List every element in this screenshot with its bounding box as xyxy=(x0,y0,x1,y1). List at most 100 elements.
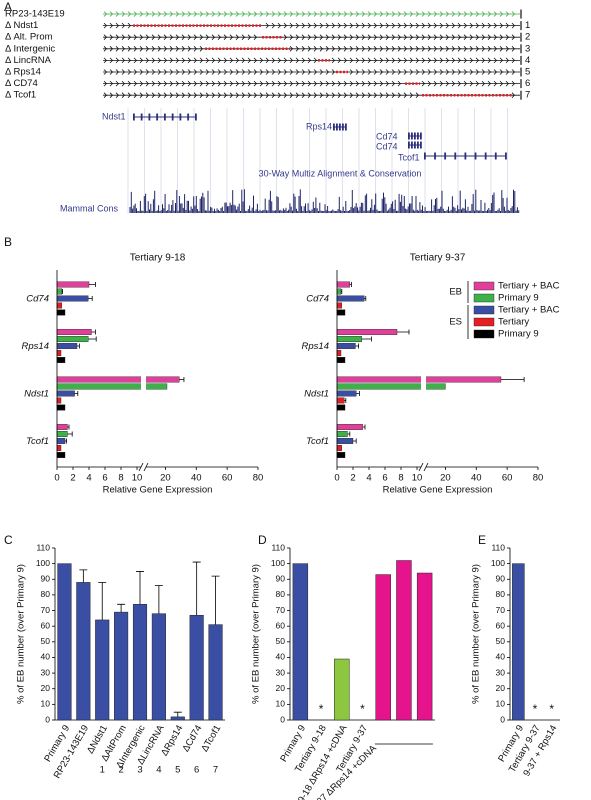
legend-swatch xyxy=(473,329,495,339)
y-tick-label: 100 xyxy=(271,558,285,568)
construct-arrows xyxy=(103,46,516,52)
y-tick-label: 110 xyxy=(36,542,50,552)
category-label: Tcof1 xyxy=(306,436,329,447)
bar xyxy=(396,560,412,721)
y-tick-label: 60 xyxy=(496,620,506,630)
y-tick-label: 110 xyxy=(491,542,505,552)
panel-label: C xyxy=(4,533,13,547)
x-tick-label: 4 xyxy=(366,473,371,484)
construct-label: RP23-143E19 xyxy=(5,9,65,20)
exon xyxy=(345,123,347,131)
x-tick-label: 40 xyxy=(471,473,482,484)
x-tick-label: 8 xyxy=(118,473,123,484)
exon xyxy=(179,113,182,121)
y-tick-label: 60 xyxy=(41,620,51,630)
error-bar xyxy=(347,431,351,437)
bar xyxy=(334,658,350,721)
exon xyxy=(474,152,477,160)
exon xyxy=(494,152,497,160)
bar xyxy=(336,376,502,383)
error-bar xyxy=(192,561,201,616)
y-tick-label: 70 xyxy=(41,605,51,615)
exon xyxy=(414,141,416,149)
x-tick-label: 20 xyxy=(440,473,451,484)
gene-label: Ndst1 xyxy=(102,111,126,121)
x-tick-label: 0 xyxy=(334,473,339,484)
bar xyxy=(208,624,223,721)
exon xyxy=(434,152,436,160)
construct-arrows xyxy=(103,11,516,17)
y-tick-label: 40 xyxy=(496,652,506,662)
error-bar xyxy=(356,391,360,396)
error-bar xyxy=(117,603,126,613)
bar xyxy=(56,438,66,444)
bar xyxy=(336,404,346,411)
error-bar xyxy=(344,398,347,403)
bar xyxy=(56,295,89,302)
category-number: 3 xyxy=(137,765,142,776)
track-title: 30-Way Multiz Alignment & Conservation xyxy=(259,168,422,178)
legend-label: Tertiary + BAC xyxy=(498,281,560,292)
exon xyxy=(408,141,410,149)
x-tick-label: 4 xyxy=(86,473,91,484)
y-tick-label: 0 xyxy=(500,714,505,724)
x-axis-label: Relative Gene Expression xyxy=(103,485,213,496)
value-label: * xyxy=(319,702,324,716)
bar xyxy=(56,383,168,390)
exon xyxy=(505,152,507,160)
y-tick-label: 90 xyxy=(276,574,286,584)
category-number: 6 xyxy=(194,765,199,776)
chart-title: Tertiary 9-37 xyxy=(410,253,466,264)
category-number: 5 xyxy=(175,765,180,776)
exon xyxy=(417,141,419,149)
construct-number: 1 xyxy=(525,20,530,31)
legend-label: Tertiary xyxy=(498,317,529,328)
category-label: Rps14 xyxy=(302,341,329,352)
legend-label: Primary 9 xyxy=(498,329,539,340)
exon xyxy=(420,132,422,140)
legend-group: EB xyxy=(449,287,462,298)
error-bar xyxy=(364,296,367,301)
x-tick-label: 80 xyxy=(253,473,264,484)
bar xyxy=(336,343,356,349)
y-tick-label: 10 xyxy=(276,699,286,709)
bar xyxy=(512,563,525,721)
bar xyxy=(56,281,90,288)
value-label: * xyxy=(360,702,365,716)
construct-label: Δ CD74 xyxy=(5,78,38,89)
legend-swatch xyxy=(473,317,495,327)
y-tick-label: 30 xyxy=(276,667,286,677)
y-tick-label: 50 xyxy=(496,636,506,646)
x-axis-label: Relative Gene Expression xyxy=(383,485,493,496)
gene-label: Cd74 xyxy=(376,131,398,141)
category-label: Ndst1 xyxy=(304,388,329,399)
bar xyxy=(56,336,89,342)
bar xyxy=(336,357,346,363)
y-tick-label: 50 xyxy=(41,636,51,646)
y-tick-label: 80 xyxy=(276,589,286,599)
exon xyxy=(195,113,197,121)
error-bar xyxy=(341,289,343,294)
x-tick-label: 0 xyxy=(54,473,59,484)
legend-swatch xyxy=(473,281,495,291)
bar xyxy=(56,343,78,349)
legend-swatch xyxy=(473,293,495,303)
y-tick-label: 80 xyxy=(496,589,506,599)
construct-number: 6 xyxy=(525,78,530,89)
construct-arrows xyxy=(103,92,516,98)
error-bar xyxy=(98,582,107,620)
bar xyxy=(336,329,398,335)
error-bar xyxy=(397,329,410,335)
y-tick-label: 10 xyxy=(41,699,51,709)
category-number: 7 xyxy=(213,765,218,776)
bar xyxy=(95,619,110,721)
construct-arrows xyxy=(103,80,516,87)
axis-break-mark xyxy=(138,462,149,472)
legend-label: Primary 9 xyxy=(498,293,539,304)
construct-label: Δ Alt. Prom xyxy=(5,32,53,43)
y-tick-label: 80 xyxy=(41,589,51,599)
exon xyxy=(454,152,457,160)
bar xyxy=(56,397,62,404)
y-tick-label: 70 xyxy=(276,605,286,615)
